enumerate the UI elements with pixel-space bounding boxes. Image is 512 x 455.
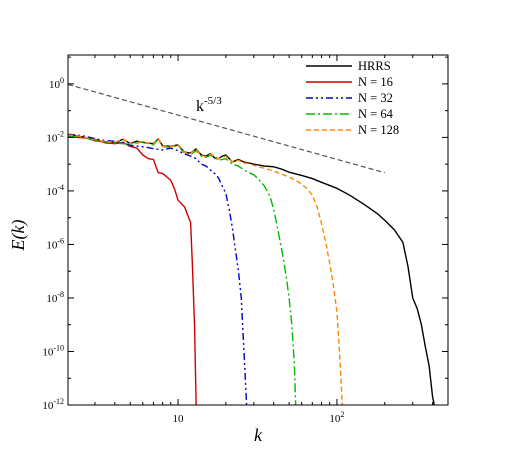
legend-label-4: N = 64	[358, 107, 394, 121]
reference-slope-label: k-5/3	[196, 95, 222, 115]
series-line-1	[68, 133, 435, 405]
plot-frame	[67, 54, 449, 406]
series-layer	[68, 133, 435, 405]
y-tick-label-3: 10-4	[46, 183, 64, 198]
legend: HRRS N = 16 N = 32 N = 64 N = 128	[306, 59, 399, 137]
x-axis-title: k	[254, 425, 263, 445]
y-tick-label-1: 100	[49, 76, 64, 91]
series-line-3	[68, 133, 248, 405]
legend-label-2: N = 16	[358, 75, 393, 89]
y-tick-label-4: 10-6	[46, 236, 64, 251]
y-tick-label-7: 10-12	[42, 397, 64, 412]
legend-label-3: N = 32	[358, 91, 393, 105]
x-tick-label-2: 102	[329, 410, 344, 425]
reference-slope: k-5/3	[67, 83, 385, 174]
y-tick-label-6: 10-10	[42, 343, 64, 358]
series-line-2	[68, 136, 197, 405]
axis-ticks: 10 102 100 10-2 10-4 10-6 10-8 10-10 10-12	[42, 55, 449, 425]
series-line-4	[68, 135, 297, 405]
y-axis-title: E(k)	[8, 220, 29, 252]
series-line-5	[68, 134, 343, 405]
legend-label-1: HRRS	[358, 59, 391, 73]
legend-label-5: N = 128	[358, 123, 399, 137]
reference-slope-line	[67, 83, 385, 174]
y-tick-label-5: 10-8	[46, 290, 64, 305]
y-tick-label-2: 10-2	[46, 129, 64, 144]
x-tick-label-1: 10	[173, 413, 185, 425]
